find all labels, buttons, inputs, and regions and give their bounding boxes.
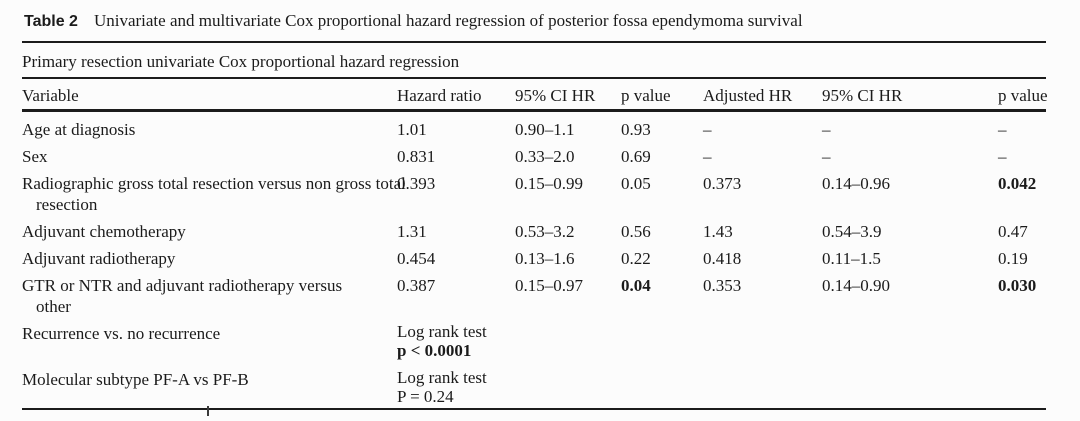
rule-header <box>22 109 1046 112</box>
table-row-gtr-ntr-radiotherapy: GTR or NTR and adjuvant radiotherapy ver… <box>22 275 1046 317</box>
cell-p-value: 0.69 <box>621 147 651 166</box>
cell-variable: Recurrence vs. no recurrence <box>22 324 221 343</box>
cell-ci-hr: 0.13–1.6 <box>515 249 575 268</box>
column-header-ci-hr: 95% CI HR <box>515 86 596 105</box>
column-header-adjusted-p-value: p value <box>998 86 1048 105</box>
table-row-radiotherapy: Adjuvant radiotherapy 0.454 0.13–1.6 0.2… <box>22 248 1046 269</box>
cell-adjusted-p-value: – <box>998 120 1007 139</box>
cell-ci-hr: 0.15–0.99 <box>515 174 583 193</box>
cell-adjusted-hr: – <box>703 120 712 139</box>
cell-adjusted-ci-hr: 0.14–0.90 <box>822 276 890 295</box>
cell-ci-hr: 0.53–3.2 <box>515 222 575 241</box>
cell-variable: Age at diagnosis <box>22 120 136 139</box>
table-caption-text: Univariate and multivariate Cox proporti… <box>93 11 803 30</box>
column-header-hazard-ratio: Hazard ratio <box>397 86 482 105</box>
cell-adjusted-p-value: 0.19 <box>998 249 1028 268</box>
section-header: Primary resection univariate Cox proport… <box>22 52 460 71</box>
cell-adjusted-ci-hr: – <box>822 120 831 139</box>
log-rank-p-value: p < 0.0001 <box>397 340 472 360</box>
cell-variable: Molecular subtype PF-A vs PF-B <box>22 370 249 389</box>
table-caption: Table 2 Univariate and multivariate Cox p… <box>24 10 803 33</box>
cell-log-rank-result: Log rank test P = 0.24 <box>397 368 1046 406</box>
log-rank-test-label: Log rank test <box>397 368 487 387</box>
cell-p-value: 0.04 <box>621 276 651 295</box>
log-rank-test-label: Log rank test <box>397 322 487 341</box>
cell-adjusted-p-value: – <box>998 147 1007 166</box>
cell-adjusted-p-value: 0.47 <box>998 222 1028 241</box>
cell-hazard-ratio: 0.454 <box>397 249 436 268</box>
cell-hazard-ratio: 0.387 <box>397 276 436 295</box>
cell-ci-hr: 0.33–2.0 <box>515 147 575 166</box>
cell-adjusted-ci-hr: 0.11–1.5 <box>822 249 881 268</box>
column-header-adjusted-hr: Adjusted HR <box>703 86 793 105</box>
cell-adjusted-hr: 1.43 <box>703 222 733 241</box>
table-row-age: Age at diagnosis 1.01 0.90–1.1 0.93 – – … <box>22 119 1046 140</box>
cell-variable: Adjuvant chemotherapy <box>22 222 186 241</box>
cell-adjusted-ci-hr: 0.54–3.9 <box>822 222 882 241</box>
column-header-p-value: p value <box>621 86 671 105</box>
cell-variable: Sex <box>22 147 48 166</box>
cell-p-value: 0.93 <box>621 120 651 139</box>
cell-p-value: 0.56 <box>621 222 651 241</box>
table-row-molecular-subtype: Molecular subtype PF-A vs PF-B Log rank … <box>22 368 1046 406</box>
cell-adjusted-hr: 0.373 <box>703 174 742 193</box>
cell-variable: Adjuvant radiotherapy <box>22 249 176 268</box>
table-row-chemotherapy: Adjuvant chemotherapy 1.31 0.53–3.2 0.56… <box>22 221 1046 242</box>
table-body: Age at diagnosis 1.01 0.90–1.1 0.93 – – … <box>22 119 1046 415</box>
cell-adjusted-ci-hr: – <box>822 147 831 166</box>
log-rank-p-value: P = 0.24 <box>397 386 454 406</box>
table-row-gtr-vs-non-gtr: Radiographic gross total resection versu… <box>22 173 1046 215</box>
cell-hazard-ratio: 0.393 <box>397 174 436 193</box>
cell-log-rank-result: Log rank test p < 0.0001 <box>397 322 1046 360</box>
cell-ci-hr: 0.15–0.97 <box>515 276 583 295</box>
cell-hazard-ratio: 1.31 <box>397 222 427 241</box>
cell-adjusted-hr: 0.353 <box>703 276 742 295</box>
rule-top <box>22 41 1046 43</box>
cell-variable: GTR or NTR and adjuvant radiotherapy ver… <box>22 276 343 316</box>
cell-adjusted-hr: – <box>703 147 712 166</box>
cell-variable: Radiographic gross total resection versu… <box>22 174 406 214</box>
column-header-variable: Variable <box>22 86 79 105</box>
cell-p-value: 0.05 <box>621 174 651 193</box>
cell-p-value: 0.22 <box>621 249 651 268</box>
cell-adjusted-ci-hr: 0.14–0.96 <box>822 174 890 193</box>
cell-adjusted-hr: 0.418 <box>703 249 742 268</box>
column-header-row: Variable Hazard ratio 95% CI HR p value … <box>22 85 1048 106</box>
cell-ci-hr: 0.90–1.1 <box>515 120 575 139</box>
rule-bottom <box>22 408 1046 410</box>
table-row-recurrence: Recurrence vs. no recurrence Log rank te… <box>22 322 1046 360</box>
cell-adjusted-p-value: 0.042 <box>998 174 1037 193</box>
table-row-sex: Sex 0.831 0.33–2.0 0.69 – – – <box>22 146 1046 167</box>
column-header-adjusted-ci-hr: 95% CI HR <box>822 86 903 105</box>
table-number-label: Table 2 <box>24 13 78 30</box>
cell-adjusted-p-value: 0.030 <box>998 276 1037 295</box>
rule-section <box>22 77 1046 79</box>
scan-tick-artifact <box>207 406 209 416</box>
cell-hazard-ratio: 1.01 <box>397 120 427 139</box>
cell-hazard-ratio: 0.831 <box>397 147 436 166</box>
